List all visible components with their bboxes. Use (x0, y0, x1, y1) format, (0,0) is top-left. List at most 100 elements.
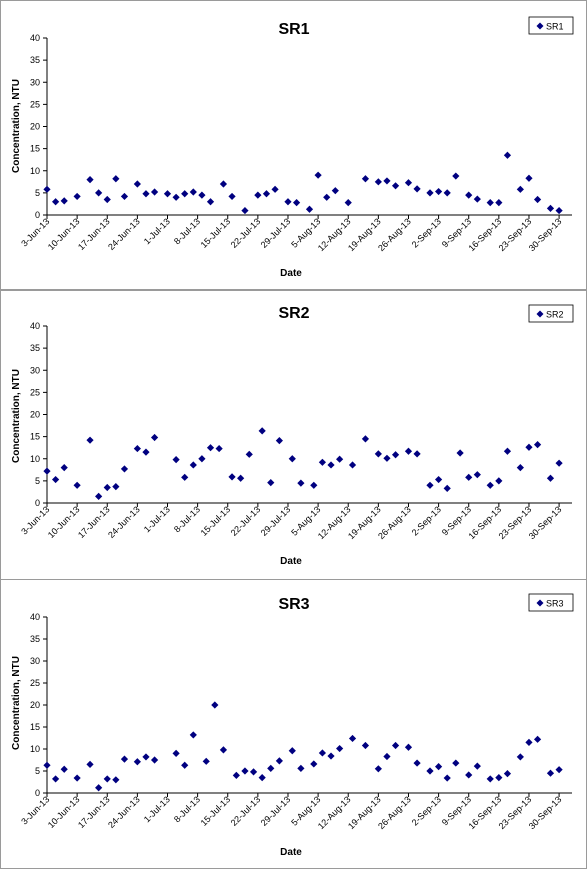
data-point (219, 180, 228, 188)
data-point (336, 455, 344, 463)
y-tick-label: 40 (30, 33, 40, 43)
data-point (434, 187, 443, 196)
data-point (516, 185, 524, 193)
data-point (452, 759, 460, 767)
data-point (103, 195, 111, 204)
data-point (198, 455, 206, 463)
data-point (426, 189, 434, 197)
legend-box (528, 304, 574, 323)
data-point (503, 770, 512, 778)
data-point (284, 198, 292, 206)
data-point (413, 450, 421, 458)
data-point (555, 459, 563, 467)
data-point (503, 447, 512, 455)
y-tick-label: 35 (30, 55, 40, 65)
x-tick-label: 26-Aug-13 (376, 216, 413, 253)
data-point (73, 774, 81, 782)
data-point (452, 172, 460, 180)
data-point (434, 763, 443, 771)
data-point (43, 467, 51, 475)
legend-label: SR1 (546, 22, 564, 32)
data-point (43, 185, 51, 193)
data-point (52, 475, 60, 484)
data-point (120, 465, 129, 473)
data-point (181, 473, 189, 481)
y-tick-label: 15 (30, 432, 40, 442)
y-tick-label: 5 (35, 766, 40, 776)
data-point (465, 771, 473, 779)
y-tick-label: 35 (30, 634, 40, 644)
x-tick-label: 26-Aug-13 (376, 504, 413, 541)
x-tick-label: 30-Sep-13 (527, 504, 564, 541)
x-tick-label: 2-Sep-13 (410, 794, 443, 827)
legend-label: SR3 (546, 599, 564, 609)
y-axis-label: Concentration, NTU (11, 79, 22, 173)
data-point (533, 440, 542, 449)
y-tick-label: 25 (30, 99, 40, 109)
data-point (486, 775, 494, 783)
legend-marker (536, 310, 544, 318)
y-tick-label: 30 (30, 77, 40, 87)
x-tick-label: 1-Jul-13 (142, 794, 172, 824)
data-point (271, 185, 279, 193)
data-point (391, 741, 400, 750)
data-point (219, 746, 228, 754)
data-point (361, 175, 370, 183)
y-tick-label: 0 (35, 210, 40, 220)
data-point (189, 188, 197, 196)
chart-panel-sr2: SR2 Date Concentration, NTU SR2 0 5 10 15 20… (0, 290, 587, 580)
data-point (163, 190, 172, 198)
data-point (86, 760, 94, 768)
data-point (546, 769, 555, 777)
data-point (112, 175, 120, 183)
data-point (533, 195, 542, 204)
x-axis-label: Date (280, 268, 302, 279)
x-tick-label: 15-Jul-13 (199, 216, 233, 250)
y-tick-label: 0 (35, 788, 40, 798)
x-tick-label: 30-Sep-13 (527, 794, 564, 831)
data-point (112, 776, 120, 784)
x-tick-label: 30-Sep-13 (527, 216, 564, 253)
x-tick-label: 17-Jun-13 (76, 216, 112, 252)
data-point (327, 461, 335, 469)
x-tick-label: 26-Aug-13 (376, 794, 413, 831)
y-tick-label: 25 (30, 387, 40, 397)
data-point (361, 435, 370, 443)
data-point (495, 774, 503, 782)
chart-svg-sr2: SR2 Date Concentration, NTU SR2 0 5 10 15 20… (11, 304, 574, 567)
data-point (142, 753, 150, 761)
data-point (555, 206, 563, 215)
data-point (288, 455, 296, 463)
data-point (133, 180, 141, 188)
data-point (241, 767, 249, 775)
chart-title: SR3 (278, 596, 309, 613)
data-point (434, 475, 443, 484)
legend-marker (536, 22, 544, 30)
data-point (142, 448, 150, 456)
data-point (43, 761, 51, 769)
data-point (172, 456, 180, 464)
data-point (52, 775, 60, 783)
x-tick-label: 29-Jul-13 (259, 794, 293, 828)
y-tick-label: 5 (35, 476, 40, 486)
y-tick-label: 10 (30, 454, 40, 464)
data-point (443, 484, 451, 492)
data-point (443, 189, 451, 197)
data-point (198, 191, 206, 199)
data-point (404, 179, 413, 187)
data-point (426, 481, 434, 489)
data-point (258, 427, 266, 435)
data-point (344, 199, 352, 207)
x-tick-label: 2-Sep-13 (410, 504, 443, 537)
data-point (189, 731, 197, 739)
legend-box (528, 16, 574, 35)
data-point (546, 204, 555, 212)
x-tick-label: 22-Jul-13 (229, 216, 263, 250)
x-axis-label: Date (280, 556, 302, 567)
x-tick-label: 17-Jun-13 (76, 504, 112, 540)
data-point (95, 189, 103, 197)
data-point (258, 774, 266, 782)
y-tick-label: 40 (30, 612, 40, 622)
data-point (404, 447, 413, 455)
data-point (133, 758, 141, 766)
